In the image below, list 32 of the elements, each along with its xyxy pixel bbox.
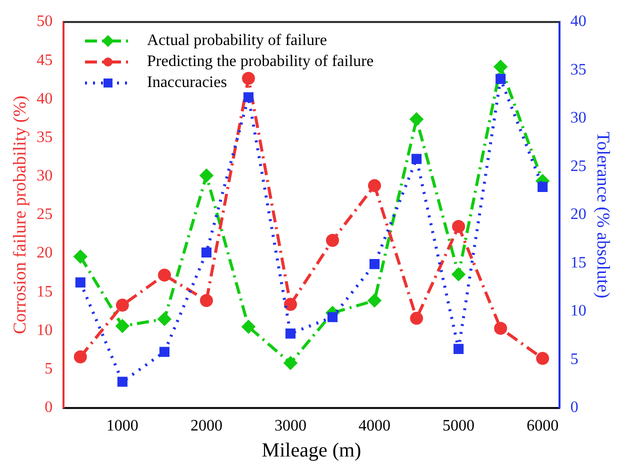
y-tick-label: 30 <box>36 168 53 185</box>
y-tick-label: 5 <box>44 360 53 378</box>
y-tick-label: 35 <box>36 128 53 146</box>
y2-tick-label: 0 <box>570 399 578 416</box>
y2-tick-label: 5 <box>570 350 578 368</box>
legend-label: Inaccuracies <box>147 74 227 91</box>
y2-tick-label: 15 <box>570 254 586 272</box>
y-tick-label: 10 <box>36 322 53 339</box>
y2-tick-label: 30 <box>570 110 586 127</box>
x-tick-label: 2000 <box>190 418 222 435</box>
y2-tick-label: 20 <box>570 206 586 224</box>
y2-tick-label: 25 <box>570 158 586 175</box>
x-tick-label: 3000 <box>274 418 306 435</box>
legend-label: Predicting the probability of failure <box>147 53 374 70</box>
legend-label: Actual probability of failure <box>147 32 327 49</box>
y2-tick-label: 40 <box>570 13 586 30</box>
y-tick-label: 15 <box>36 283 53 300</box>
x-tick-label: 4000 <box>358 418 391 435</box>
x-tick-label: 5000 <box>442 418 475 435</box>
x-axis-title: Mileage (m) <box>262 439 362 462</box>
y-tick-label: 20 <box>36 244 53 262</box>
y-tick-label: 45 <box>36 52 53 69</box>
x-tick-label: 1000 <box>106 418 138 435</box>
x-tick-label: 6000 <box>526 418 559 435</box>
y2-tick-label: 10 <box>570 302 586 320</box>
y2-tick-label: 35 <box>570 61 586 78</box>
y2-axis-title: Tolerance (% absolute) <box>593 132 614 298</box>
y-tick-label: 25 <box>36 206 53 224</box>
y-tick-label: 0 <box>44 399 53 416</box>
y-axis-title: Corrosion failure probability (%) <box>10 96 30 334</box>
y-tick-label: 40 <box>36 90 53 108</box>
y-tick-label: 50 <box>36 13 53 30</box>
